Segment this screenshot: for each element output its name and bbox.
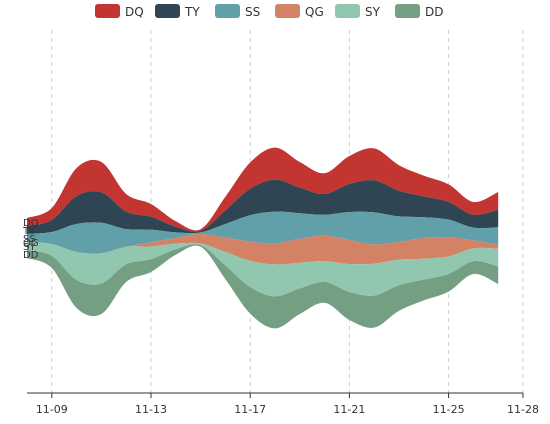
stream-ty[interactable]	[27, 179, 499, 234]
legend-label-ss: SS	[245, 5, 260, 19]
series-label-sy: SY	[23, 242, 36, 253]
x-tick-label-11-17: 11-17	[234, 403, 266, 416]
stream-layers	[27, 147, 499, 329]
series-label-dq: DQ	[23, 218, 39, 229]
legend-swatch-ss	[215, 4, 240, 18]
legend-swatch-dd	[395, 4, 420, 18]
legend-item-qg[interactable]: QG	[275, 4, 324, 19]
legend-swatch-sy	[335, 4, 360, 18]
legend-item-sy[interactable]: SY	[335, 4, 381, 19]
stream-dq[interactable]	[27, 147, 499, 232]
legend-swatch-dq	[95, 4, 120, 18]
legend-item-ty[interactable]: TY	[155, 4, 200, 19]
x-tick-label-11-28: 11-28	[507, 403, 539, 416]
legend-item-ss[interactable]: SS	[215, 4, 260, 19]
legend-label-ty: TY	[184, 5, 200, 19]
series-label-ss: SS	[23, 234, 36, 245]
x-tick-label-11-25: 11-25	[433, 403, 465, 416]
series-label-dd: DD	[23, 250, 39, 261]
legend-item-dd[interactable]: DD	[395, 4, 443, 19]
legend-swatch-qg	[275, 4, 300, 18]
stream-dd[interactable]	[27, 244, 499, 329]
legend-item-dq[interactable]: DQ	[95, 4, 144, 19]
legend-label-qg: QG	[305, 5, 324, 19]
legend-label-dq: DQ	[125, 5, 144, 19]
stream-sy[interactable]	[27, 242, 499, 297]
legend[interactable]: DQ TY SS QG SY DD	[95, 4, 443, 19]
stream-ss[interactable]	[27, 211, 499, 254]
series-label-qg: QG	[23, 238, 39, 249]
x-axis: 11-09 11-13 11-17 11-21 11-25 11-28	[27, 392, 539, 416]
legend-label-dd: DD	[425, 5, 443, 19]
legend-label-sy: SY	[365, 5, 381, 19]
x-tick-label-11-09: 11-09	[36, 403, 68, 416]
x-tick-label-11-21: 11-21	[333, 403, 365, 416]
legend-swatch-ty	[155, 4, 180, 18]
x-tick-label-11-13: 11-13	[135, 403, 167, 416]
series-label-ty: TY	[22, 226, 36, 237]
stream-qg[interactable]	[27, 233, 499, 265]
